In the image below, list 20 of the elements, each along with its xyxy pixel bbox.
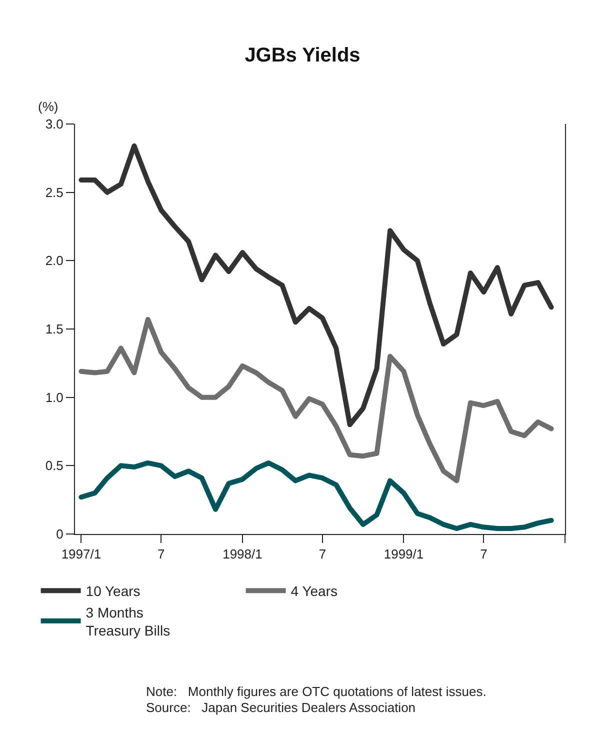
- y-tick-label: 0.5: [45, 458, 64, 474]
- legend-label: 10 Years: [86, 583, 140, 600]
- y-axis-title: (%): [38, 99, 58, 114]
- x-tick-label: 1998/1: [222, 546, 262, 562]
- y-tick-label: 3.0: [45, 116, 64, 132]
- source-note: Source: Japan Securities Dealers Association: [146, 700, 416, 715]
- chart-title: JGBs Yields: [244, 44, 360, 67]
- y-tick-label: 1.0: [45, 390, 64, 405]
- y-tick-label: 2.0: [45, 253, 64, 268]
- y-tick-label: 2.5: [45, 184, 64, 200]
- y-tick-label: 1.5: [45, 322, 64, 337]
- x-tick-label: 7: [158, 546, 165, 562]
- text: Note: Monthly figures are OTC quotations of latest issues.: [146, 684, 486, 699]
- x-tick-label: 7: [480, 546, 488, 562]
- x-tick-label: 1997/1: [61, 546, 102, 562]
- x-tick-label: 1999/1: [384, 546, 424, 562]
- legend-label: 3 Months Treasury Bills: [86, 604, 170, 638]
- legend-label: 4 Years: [290, 583, 338, 600]
- x-tick-label: 7: [318, 546, 326, 562]
- y-tick-label: 0: [56, 526, 64, 542]
